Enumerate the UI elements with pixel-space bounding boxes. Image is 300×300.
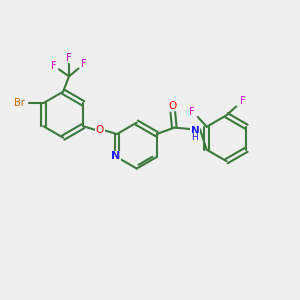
Text: F: F — [66, 52, 72, 62]
Text: N: N — [190, 126, 199, 136]
Text: Br: Br — [14, 98, 25, 108]
Text: F: F — [240, 96, 245, 106]
Text: N: N — [111, 152, 120, 161]
Text: F: F — [189, 107, 194, 117]
Text: F: F — [81, 59, 86, 69]
Text: H: H — [191, 134, 198, 142]
Text: O: O — [169, 101, 177, 111]
Text: F: F — [51, 61, 56, 70]
Text: O: O — [96, 125, 104, 135]
